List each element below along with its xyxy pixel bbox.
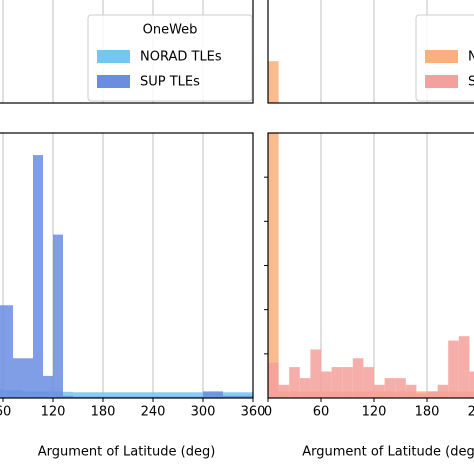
panel: [268, 133, 474, 398]
legend-title: OneWeb: [143, 23, 198, 38]
bar: [203, 391, 213, 398]
bar: [183, 396, 193, 398]
bar: [416, 393, 427, 398]
bar: [233, 392, 243, 398]
bar: [133, 392, 143, 398]
bar: [278, 384, 290, 398]
legend-swatch: [425, 75, 458, 88]
bar: [448, 340, 459, 398]
bar: [113, 392, 123, 398]
legend-label: SUP TLEs: [468, 75, 474, 90]
legend-swatch: [97, 50, 130, 63]
bar: [63, 395, 73, 398]
x-tick-label: 180: [91, 405, 116, 420]
bar: [243, 392, 253, 398]
bar: [223, 395, 233, 398]
frame: [267, 132, 474, 399]
bar: [183, 392, 193, 398]
panel: [0, 133, 253, 398]
bar: [268, 61, 279, 103]
bar: [310, 349, 321, 398]
bar: [458, 336, 470, 398]
legend-label: SUP TLEs: [140, 75, 200, 90]
bar: [93, 396, 103, 398]
legend-swatch: [425, 50, 458, 63]
bar: [243, 395, 253, 398]
bar: [173, 396, 183, 398]
x-axis-label: Argument of Latitude (deg): [302, 445, 474, 460]
legend-swatch: [97, 75, 130, 88]
bar: [103, 396, 113, 398]
frame: [267, 0, 474, 104]
x-tick-label: 0: [264, 405, 272, 420]
bar: [374, 384, 385, 398]
x-tick-label: 240: [141, 405, 166, 420]
bar: [193, 396, 203, 398]
x-tick-label: 300: [191, 405, 216, 420]
bar: [0, 305, 3, 398]
bar: [395, 378, 406, 398]
bar: [213, 391, 223, 398]
x-tick-label: 240: [468, 405, 474, 420]
legend-label: NORAD TLEs: [468, 50, 474, 65]
bar: [13, 358, 23, 398]
bar: [173, 392, 183, 398]
bar: [3, 305, 13, 398]
bar: [405, 384, 417, 398]
x-tick-label: 60: [313, 405, 330, 420]
bar: [143, 392, 153, 398]
bar: [331, 367, 343, 398]
bar: [33, 155, 43, 398]
x-tick-label: 120: [41, 405, 66, 420]
bar: [469, 371, 474, 398]
bar: [437, 384, 449, 398]
x-tick-label: 120: [362, 405, 387, 420]
legend-label: NORAD TLEs: [140, 50, 222, 65]
bar: [113, 396, 123, 398]
bar: [342, 367, 353, 398]
bar: [163, 392, 173, 398]
bar: [73, 396, 83, 398]
bar: [193, 392, 203, 398]
bar: [73, 392, 83, 398]
bar: [268, 133, 279, 398]
x-tick-label: 180: [415, 405, 440, 420]
bar: [299, 378, 311, 398]
bar: [427, 391, 438, 398]
bar: [321, 371, 332, 398]
bar: [123, 392, 133, 398]
bar: [223, 392, 233, 398]
bar: [268, 362, 279, 398]
bar: [153, 392, 163, 398]
bar: [83, 396, 93, 398]
bar: [83, 392, 93, 398]
bar: [233, 395, 243, 398]
bar: [103, 392, 113, 398]
bar: [53, 234, 63, 398]
x-axis-label: Argument of Latitude (deg): [38, 445, 216, 460]
bar: [133, 396, 143, 398]
bar: [163, 396, 173, 398]
frame: [0, 0, 254, 104]
bar: [43, 375, 53, 398]
bar: [23, 358, 33, 398]
bar: [153, 396, 163, 398]
bar: [363, 367, 374, 398]
bar: [143, 396, 153, 398]
x-tick-label: 360: [241, 405, 266, 420]
x-tick-label: 60: [0, 405, 11, 420]
bar: [289, 367, 300, 398]
bar: [93, 392, 103, 398]
bar: [63, 391, 73, 398]
bar: [352, 358, 364, 398]
bar: [123, 396, 133, 398]
bar: [384, 378, 396, 398]
